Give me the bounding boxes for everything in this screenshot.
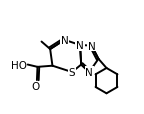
Text: N: N: [76, 41, 84, 51]
Text: S: S: [69, 67, 75, 77]
Text: O: O: [32, 82, 40, 91]
Text: N: N: [61, 36, 68, 45]
Text: N: N: [85, 67, 93, 77]
Text: HO: HO: [11, 60, 27, 70]
Text: N: N: [88, 41, 95, 51]
